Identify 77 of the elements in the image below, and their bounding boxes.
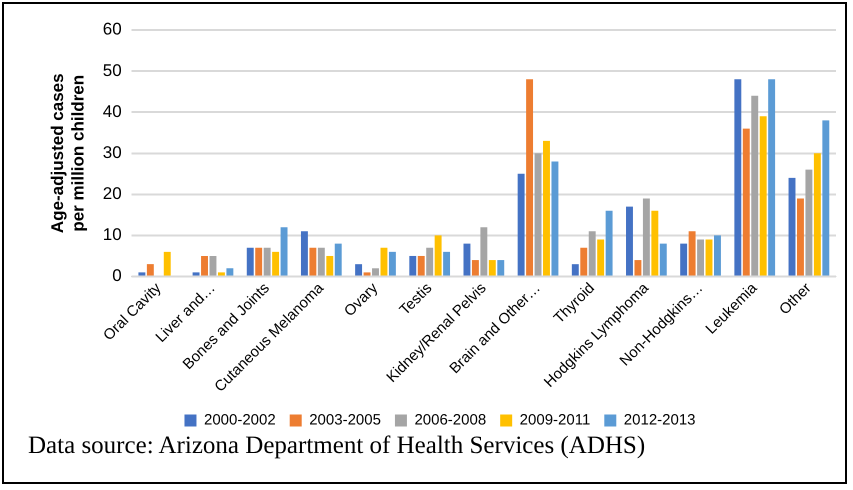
bar bbox=[264, 248, 271, 276]
bar bbox=[526, 79, 534, 276]
bar bbox=[634, 260, 642, 276]
bar bbox=[488, 260, 496, 276]
bar bbox=[751, 96, 758, 276]
bar bbox=[434, 235, 442, 276]
bar bbox=[551, 161, 558, 276]
bar bbox=[688, 231, 696, 276]
y-tick-label: 40 bbox=[102, 102, 122, 121]
bar bbox=[388, 252, 396, 276]
bar bbox=[409, 256, 416, 276]
bar bbox=[480, 227, 488, 276]
bar bbox=[497, 260, 504, 276]
bar bbox=[796, 198, 804, 276]
legend-label: 2000-2002 bbox=[204, 412, 276, 429]
bar bbox=[255, 248, 262, 276]
bar bbox=[146, 264, 154, 276]
bar bbox=[372, 268, 379, 276]
bar bbox=[192, 272, 200, 276]
bar bbox=[534, 153, 542, 276]
bar bbox=[518, 174, 525, 276]
bar bbox=[309, 248, 316, 276]
bar bbox=[760, 116, 767, 276]
source-note: Data source: Arizona Department of Health Services (ADHS) bbox=[28, 432, 646, 460]
y-tick-label: 10 bbox=[102, 225, 122, 244]
bar bbox=[418, 256, 425, 276]
bar bbox=[543, 140, 550, 276]
bar bbox=[805, 170, 812, 276]
legend-label: 2006-2008 bbox=[414, 412, 486, 429]
bar bbox=[463, 244, 470, 276]
bar bbox=[380, 248, 388, 276]
bar bbox=[768, 79, 776, 276]
bar bbox=[642, 198, 650, 276]
y-tick-label: 50 bbox=[102, 60, 122, 80]
legend-label: 2003-2005 bbox=[309, 412, 381, 429]
bar bbox=[788, 178, 796, 276]
bar bbox=[226, 268, 234, 276]
bar bbox=[318, 248, 325, 276]
bar bbox=[822, 120, 830, 276]
bar bbox=[326, 256, 334, 276]
bar bbox=[472, 260, 479, 276]
y-axis-title: Age-adjusted cases per million children bbox=[48, 73, 88, 234]
legend-label: 2009-2011 bbox=[520, 412, 590, 429]
bar bbox=[210, 256, 216, 276]
bar bbox=[597, 240, 604, 276]
bar bbox=[334, 244, 342, 276]
bar bbox=[443, 252, 450, 276]
bar bbox=[355, 264, 362, 276]
bar bbox=[588, 231, 596, 276]
bar bbox=[680, 244, 688, 276]
y-tick-label: 30 bbox=[102, 142, 122, 162]
bar bbox=[246, 248, 254, 276]
bar bbox=[572, 264, 579, 276]
bar bbox=[272, 252, 280, 276]
bar bbox=[697, 240, 704, 276]
bar bbox=[814, 153, 821, 276]
bar bbox=[626, 206, 633, 276]
bar bbox=[660, 244, 667, 276]
bar bbox=[201, 256, 208, 276]
bar bbox=[138, 272, 146, 276]
bar bbox=[706, 240, 712, 276]
bar bbox=[218, 272, 225, 276]
bar bbox=[714, 235, 721, 276]
bar bbox=[580, 248, 588, 276]
bar bbox=[164, 252, 171, 276]
bar bbox=[651, 210, 658, 276]
bar bbox=[734, 79, 742, 276]
bar bbox=[606, 210, 613, 276]
legend-label: 2012-2013 bbox=[624, 412, 696, 429]
bar bbox=[300, 231, 308, 276]
bar bbox=[364, 272, 371, 276]
bar bbox=[280, 227, 288, 276]
bar bbox=[742, 128, 750, 276]
y-tick-label: 20 bbox=[102, 184, 122, 204]
y-tick-label: 60 bbox=[102, 20, 122, 39]
y-tick-label: 0 bbox=[112, 266, 122, 286]
bar bbox=[426, 248, 434, 276]
